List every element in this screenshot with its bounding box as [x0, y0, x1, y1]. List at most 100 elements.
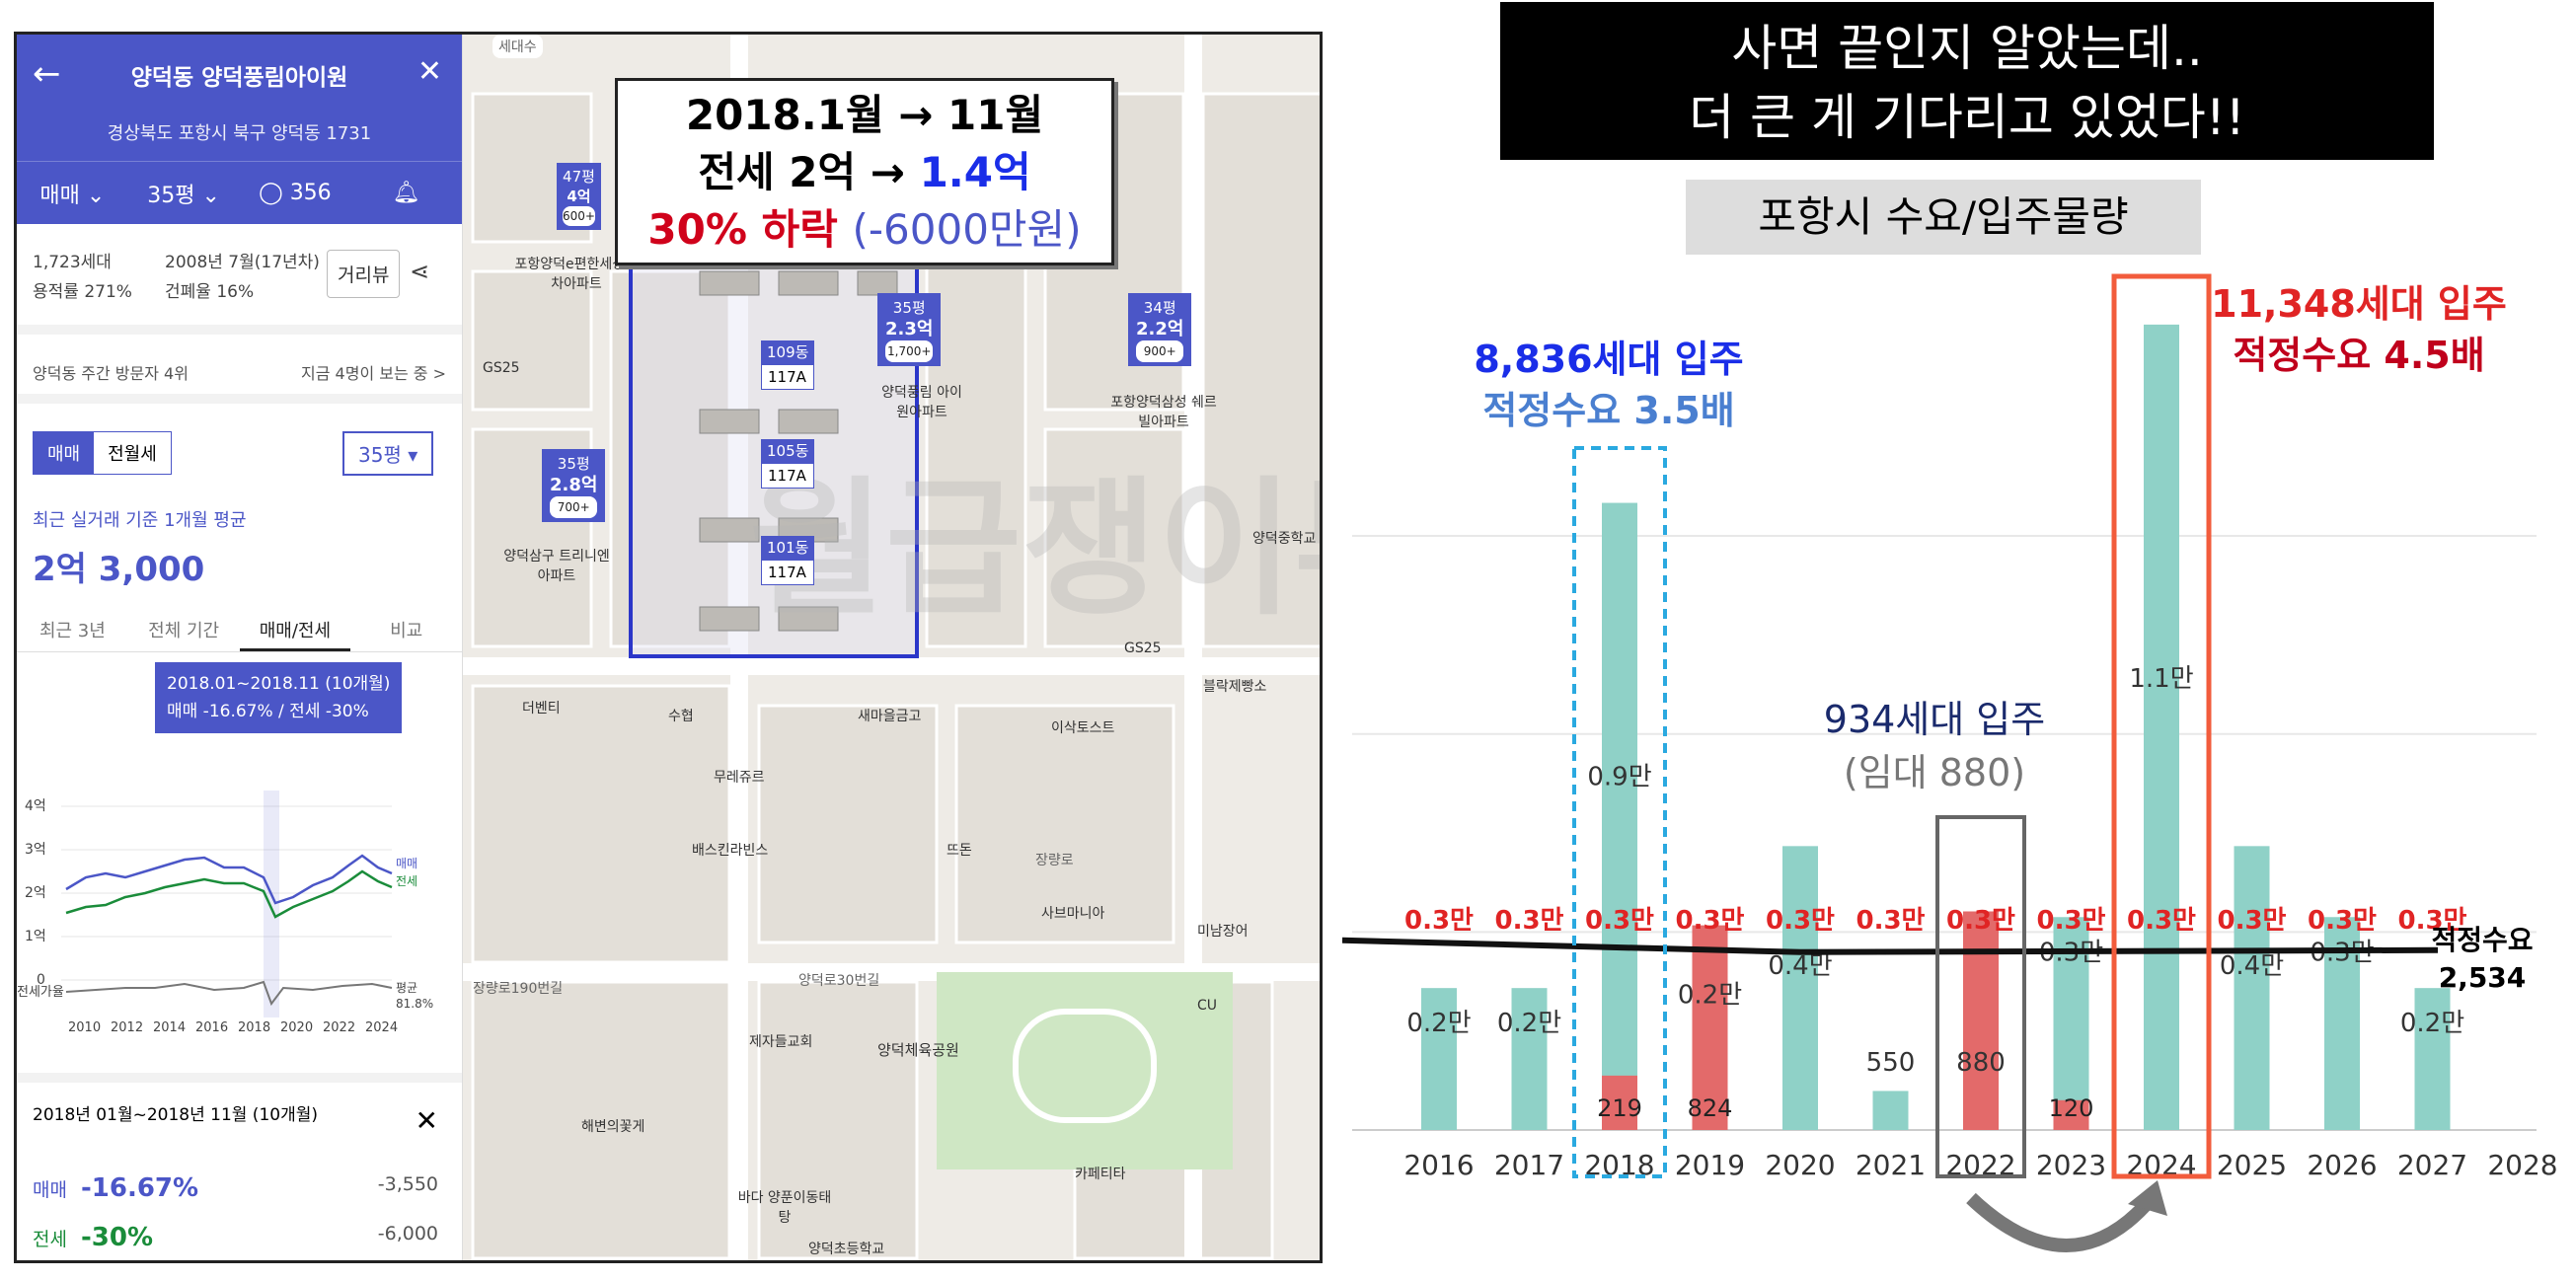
range-summary: 2018년 01월~2018년 11월 (10개월) ✕ 매매 -16.67% -3…: [17, 1073, 462, 1260]
demand-value-label: 0.3만: [1766, 906, 1835, 936]
demand-value-label: 0.3만: [2308, 906, 2377, 936]
supply-bar: [1511, 988, 1548, 1130]
street-view-button[interactable]: 거리뷰: [327, 250, 401, 298]
place-label: CU: [1197, 998, 1218, 1014]
rental-bar: [1692, 925, 1728, 1130]
place-label: 더벤티: [522, 701, 561, 716]
place-label: 양덕초등학교: [808, 1242, 885, 1257]
close-icon[interactable]: ✕: [417, 54, 442, 89]
price-pin[interactable]: 47평 4억 600+: [557, 163, 601, 230]
annotation-2018: 8,836세대 입주 적정수요 3.5배: [1474, 338, 1744, 432]
price-pin[interactable]: 35평 2.3억 1,700+: [877, 293, 942, 366]
bar-value-label: 0.4만: [1768, 951, 1832, 981]
range-tooltip: 2018.01~2018.11 (10개월) 매매 -16.67% / 전세 -…: [155, 662, 403, 733]
alert-bell-button[interactable]: 🔔︎: [350, 181, 462, 205]
tab-all-period[interactable]: 전체 기간: [148, 621, 220, 641]
supply-bar: [1421, 988, 1457, 1130]
place-label: 양덕체육공원: [877, 1041, 959, 1059]
bar-value-label: 0.9만: [1587, 762, 1651, 791]
x-tick-label: 2023: [2036, 1149, 2106, 1181]
highlight-2024: [2111, 273, 2212, 1179]
x-tick-label: 2027: [2397, 1149, 2467, 1181]
complex-title: 양덕동 양덕풍림아이원: [130, 65, 348, 91]
bar-value-label: 0.2만: [1497, 1009, 1561, 1038]
complex-address: 경상북도 포항시 북구 양덕동 1731: [107, 123, 372, 144]
tab-compare[interactable]: 비교: [390, 621, 423, 641]
place-label: 미남장어: [1197, 924, 1249, 940]
close-icon[interactable]: ✕: [415, 1104, 438, 1137]
back-arrow-icon[interactable]: ←: [33, 54, 61, 94]
tab-recent-3y[interactable]: 최근 3년: [38, 621, 106, 641]
place-label: 사브마니아: [1041, 906, 1105, 922]
supply-bar: [1782, 846, 1818, 1130]
place-label: GS25: [1124, 640, 1162, 656]
dong-label[interactable]: 101동 117A: [761, 536, 815, 585]
rental-bar: [2053, 1099, 2089, 1130]
households: 1,723세대: [33, 253, 112, 272]
x-tick: 2016: [195, 1020, 228, 1035]
range-rent-value: -6,000: [377, 1223, 438, 1244]
place-label: 이삭토스트: [1051, 720, 1115, 736]
y-tick: 2억: [25, 885, 46, 901]
road-label: 세대수: [492, 35, 543, 58]
supply-bar: [2414, 988, 2451, 1130]
demand-label: 적정수요 2,534: [2431, 924, 2534, 994]
park-area: [937, 972, 1233, 1169]
segment-sale[interactable]: 매매: [34, 432, 95, 474]
demand-value-label: 0.3만: [1946, 906, 2015, 936]
supply-demand-chart: 20160.2만0.3만20170.2만0.3만20180.9만2190.3만2…: [1342, 273, 2556, 1252]
y-tick: 1억: [25, 929, 46, 944]
rental-bar: [1963, 911, 1999, 1130]
demand-value-label: 0.3만: [1585, 906, 1654, 936]
jeonse-price-line: [65, 869, 393, 919]
x-tick: 2022: [323, 1020, 355, 1035]
supply-bar: [1602, 502, 1637, 1130]
range-sale-row: 매매 -16.67% -3,550: [33, 1173, 438, 1203]
comments-button[interactable]: ◯ 356: [259, 181, 332, 205]
place-label: 해변의꽃게: [581, 1119, 645, 1135]
price-pin[interactable]: 35평 2.8억 700+: [542, 449, 606, 522]
x-tick-label: 2017: [1494, 1149, 1564, 1181]
bar-value-label: 880: [1956, 1048, 2006, 1078]
dong-label[interactable]: 105동 117A: [761, 439, 815, 489]
place-label: 무레쥬르: [714, 770, 765, 786]
bar-value-label: 550: [1866, 1048, 1916, 1078]
complex-info: 1,723세대 용적률 271% 2008년 7월(17년차) 건폐율 16% 거리…: [17, 224, 462, 335]
place-label: 포항양덕e편한세상 1차아파트: [514, 257, 639, 292]
bar-value-label: 1.1만: [2129, 664, 2193, 694]
share-icon[interactable]: ⋖: [410, 258, 430, 285]
price-pin[interactable]: 34평 2.2억 900+: [1128, 293, 1192, 366]
avg-price: 2억 3,000: [33, 550, 205, 589]
supply-bar: [2144, 324, 2179, 1131]
watermark: 월급쟁이부자들: [749, 464, 1320, 636]
road-label: 장량로190번길: [473, 981, 564, 997]
floor-area-ratio: 용적률 271%: [33, 282, 132, 302]
price-drop-callout: 2018.1월 → 11월 전세 2억 → 1.4억 30% 하락 (-6000…: [615, 78, 1114, 265]
running-track: [1013, 1009, 1157, 1123]
map-canvas: [463, 35, 1320, 1260]
y-tick: 3억: [25, 842, 46, 858]
price-history-chart[interactable]: 4억 3억 2억 1억 0 매매 전세 전세가율 평균 81.8% 2010: [17, 729, 463, 1035]
visitor-bar[interactable]: 양덕동 주간 방문자 4위 지금 4명이 보는 중 >: [17, 335, 462, 404]
x-tick: 2014: [153, 1020, 186, 1035]
bar-value-label: 0.2만: [2400, 1009, 2464, 1038]
area-dropdown[interactable]: 35평 ⌄: [147, 183, 220, 208]
bell-icon: 🔔︎: [392, 181, 420, 205]
place-label: 뜨돈: [947, 843, 972, 859]
demand-line: [1342, 937, 2439, 955]
place-label: 바다 양푼이동태탕: [737, 1190, 832, 1226]
tab-sale-rent[interactable]: 매매/전세: [239, 609, 351, 651]
dong-label[interactable]: 109동 117A: [761, 340, 815, 390]
x-tick-label: 2021: [1856, 1149, 1926, 1181]
place-label: 블락제빵소: [1203, 679, 1267, 695]
segment-rent[interactable]: 전월세: [108, 444, 157, 465]
x-tick-label: 2016: [1403, 1149, 1474, 1181]
rental-bar: [1602, 1075, 1637, 1130]
highlight-2022: [1935, 815, 2026, 1178]
arrow-head-icon: [2128, 1180, 2167, 1216]
rental-value-label: 120: [2049, 1094, 2094, 1122]
demand-value-label: 0.3만: [1404, 906, 1474, 936]
size-select[interactable]: 35평 ▾: [342, 431, 434, 476]
trade-type-dropdown[interactable]: 매매 ⌄: [39, 183, 106, 208]
